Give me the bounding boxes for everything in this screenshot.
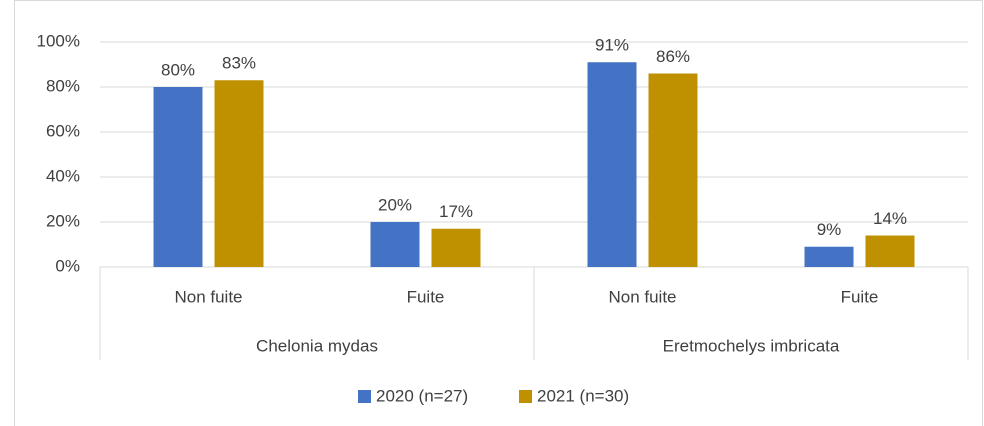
y-tick-label: 100% [37,31,80,50]
x-tick-label: Fuite [407,287,445,306]
y-tick-label: 80% [46,76,80,95]
x-tick-label: Non fuite [608,287,676,306]
bar [865,235,915,267]
x-tick-label: Non fuite [174,287,242,306]
data-label: 9% [817,220,842,239]
data-label: 86% [656,47,690,66]
data-label: 20% [378,195,412,214]
y-tick-label: 60% [46,121,80,140]
group-label: Eretmochelys imbricata [663,336,840,355]
bar [214,80,264,267]
bar [804,246,854,267]
legend-label: 2021 (n=30) [537,386,629,405]
bar [370,222,420,267]
data-label: 80% [161,60,195,79]
data-label: 83% [222,54,256,73]
legend-swatch [358,390,371,403]
y-tick-label: 0% [55,256,80,275]
bar [648,73,698,267]
data-label: 17% [439,202,473,221]
bar [431,228,481,267]
y-tick-label: 20% [46,211,80,230]
x-tick-label: Fuite [841,287,879,306]
bar [587,62,637,267]
legend-label: 2020 (n=27) [376,386,468,405]
y-tick-label: 40% [46,166,80,185]
bar [153,87,203,267]
data-label: 14% [873,209,907,228]
legend-swatch [519,390,532,403]
data-label: 91% [595,36,629,55]
group-label: Chelonia mydas [256,336,378,355]
chart-border [14,0,983,426]
